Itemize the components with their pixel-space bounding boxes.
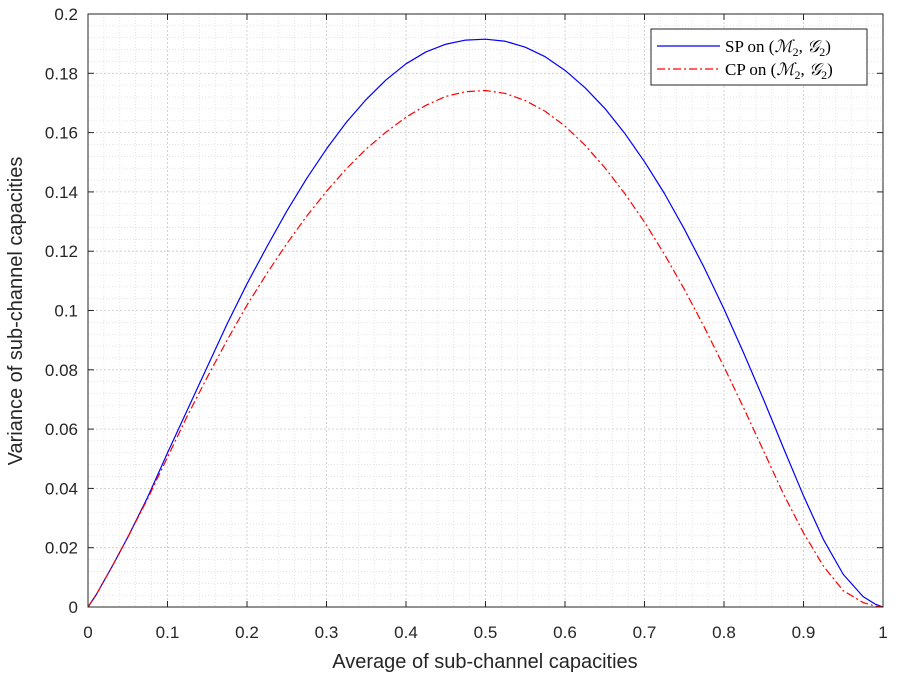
- tick-labels: 0 0.1 0.2 0.3 0.4 0.5 0.6 0.7 0.8 0.9 1 0 0.02 0.04 0.…: [45, 5, 888, 642]
- legend-entry-sp: SP on (ℳ2, 𝒢2): [725, 37, 831, 59]
- series-line-sp: [87, 38, 884, 608]
- x-tick-label: 0.7: [633, 623, 657, 642]
- y-tick-label: 0.16: [45, 124, 78, 143]
- x-tick-label: 0.9: [792, 623, 816, 642]
- axes: [87, 13, 884, 608]
- y-tick-label: 0.14: [45, 183, 78, 202]
- x-tick-label: 0.1: [156, 623, 180, 642]
- legend-label-cp: CP on: [725, 60, 767, 79]
- legend-box: [650, 28, 868, 86]
- x-tick-label: 0.2: [235, 623, 259, 642]
- y-tick-label: 0.12: [45, 242, 78, 261]
- y-tick-label: 0.2: [54, 5, 78, 24]
- series-layer: [87, 38, 884, 608]
- series-line-cp: [87, 89, 884, 608]
- legend: SP on (ℳ2, 𝒢2) CP on (ℳ2, 𝒢2): [650, 28, 868, 86]
- y-tick-label: 0.04: [45, 479, 78, 498]
- y-tick-label: 0.08: [45, 361, 78, 380]
- x-tick-label: 0.8: [712, 623, 736, 642]
- x-tick-label: 0.3: [315, 623, 339, 642]
- y-tick-label: 0.02: [45, 539, 78, 558]
- legend-label-sp: SP on: [725, 37, 765, 56]
- y-tick-label: 0: [69, 598, 78, 617]
- x-tick-label: 0.6: [553, 623, 577, 642]
- x-tick-label: 0: [83, 623, 92, 642]
- x-tick-label: 1: [878, 623, 887, 642]
- legend-entry-cp: CP on (ℳ2, 𝒢2): [725, 60, 833, 82]
- y-tick-label: 0.18: [45, 64, 78, 83]
- y-tick-label: 0.06: [45, 420, 78, 439]
- y-axis-label: Variance of sub-channel capacities: [5, 157, 27, 466]
- x-tick-label: 0.5: [474, 623, 498, 642]
- grid: [87, 13, 884, 608]
- x-tick-label: 0.4: [394, 623, 418, 642]
- x-axis-label: Average of sub-channel capacities: [332, 651, 637, 673]
- y-tick-label: 0.1: [54, 302, 78, 321]
